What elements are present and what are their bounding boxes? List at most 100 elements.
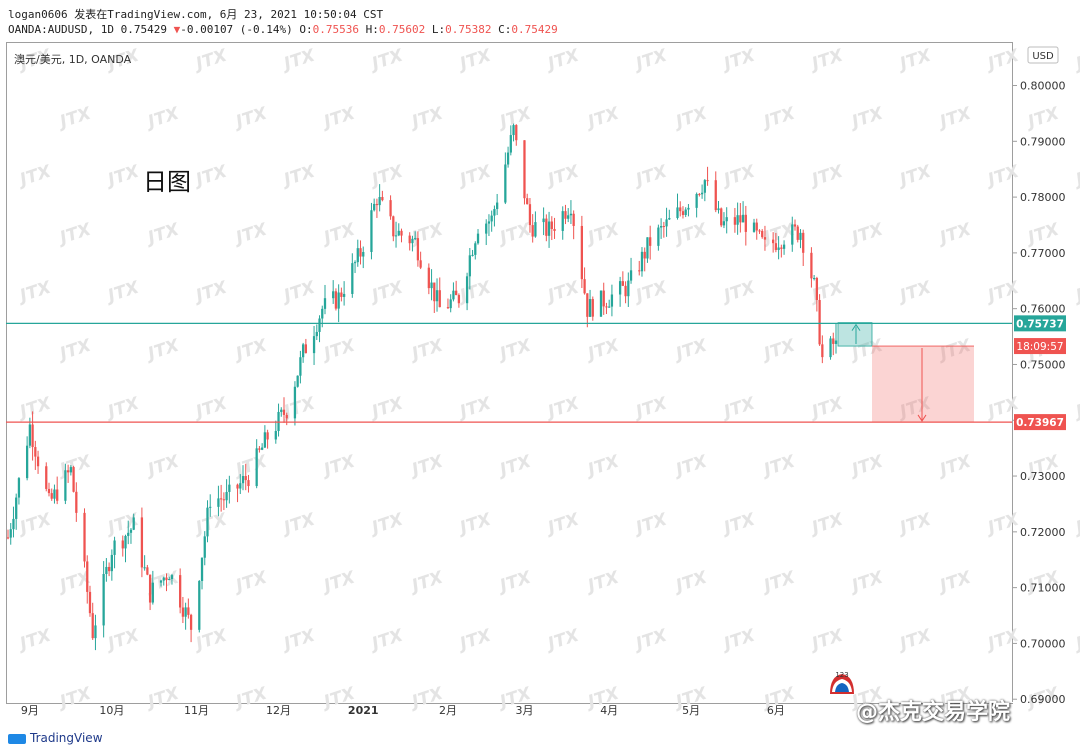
candle-body (608, 306, 611, 308)
candle-body (832, 338, 835, 344)
ohlc-line: OANDA:AUDUSD, 1D 0.75429 ▼-0.00107 (-0.1… (8, 23, 558, 36)
candle-body (381, 197, 384, 201)
candle-body (802, 232, 805, 253)
candle-body (416, 238, 420, 261)
candle-body (351, 263, 354, 294)
candle-body (86, 561, 89, 592)
candle-body (239, 483, 242, 489)
chart-title: 澳元/美元, 1D, OANDA (14, 53, 132, 66)
candle-body (6, 537, 10, 539)
profit-zone (837, 322, 873, 347)
publish-info: logan0606 发表在TradingView.com, 6月 23, 202… (8, 8, 384, 21)
candle-body (362, 251, 365, 257)
candle-body (282, 409, 286, 415)
candle-body (323, 298, 327, 309)
candle-body (487, 221, 491, 224)
candle-body (796, 226, 799, 240)
candle-body (720, 208, 723, 226)
y-tick-label: 0.77000 (1020, 247, 1066, 260)
candle-body (162, 577, 165, 581)
candle-body (220, 498, 223, 500)
candle-body (550, 221, 553, 229)
low-value: 0.75382 (445, 23, 492, 36)
candle-body (274, 431, 277, 440)
candle-body (698, 193, 701, 195)
candle-body (591, 299, 594, 317)
candle-body (189, 614, 193, 630)
candle-body (700, 192, 704, 195)
candle-body (547, 221, 551, 236)
price-tag-box (1014, 414, 1066, 431)
candle-body (681, 211, 685, 215)
candle-body (430, 282, 433, 289)
candle-body (244, 476, 247, 481)
low-label: L: (431, 23, 446, 36)
candle-body (695, 193, 698, 208)
tradingview-logo[interactable]: TradingView (8, 731, 103, 745)
candle-body (523, 140, 526, 199)
candle-body (280, 409, 283, 412)
candle-body (569, 213, 573, 216)
x-tick-label: 11月 (184, 704, 209, 717)
candle-body (353, 262, 357, 264)
candle-body (528, 204, 532, 226)
candle-body (31, 424, 34, 448)
candle-body (143, 567, 146, 569)
candle-body (605, 306, 608, 308)
y-tick-label: 0.70000 (1020, 637, 1066, 650)
candle-body (509, 135, 512, 153)
candle-body (170, 575, 174, 580)
candle-body (629, 270, 633, 281)
candle-body (687, 207, 690, 210)
candle-body (717, 208, 720, 211)
price-axis[interactable] (1012, 42, 1080, 702)
candle-body (761, 230, 764, 238)
candle-body (744, 214, 747, 232)
y-tick-label: 0.71000 (1020, 582, 1066, 595)
candle-body (476, 233, 480, 244)
target-arrowhead (851, 323, 861, 331)
candle-body (181, 607, 185, 617)
candle-body (435, 290, 439, 302)
candle-body (643, 251, 646, 259)
y-tick-label: 0.80000 (1020, 80, 1066, 93)
candle-body (394, 235, 398, 237)
candle-body (512, 125, 515, 136)
candle-body (129, 529, 133, 533)
high-value: 0.75602 (378, 23, 426, 36)
candle-body (64, 470, 67, 501)
candle-body (408, 235, 411, 244)
tradingview-logo-text: TradingView (30, 731, 103, 745)
high-label: H: (365, 23, 379, 36)
price-tag-label: 0.73967 (1016, 417, 1064, 429)
candle-body (657, 227, 660, 246)
x-tick-label: 5月 (682, 704, 700, 717)
candle-body (465, 276, 469, 304)
candle-body (468, 255, 471, 277)
candle-body (763, 237, 767, 240)
candle-body (247, 480, 250, 487)
candle-body (83, 512, 86, 562)
tradingview-logo-icon (8, 733, 26, 744)
y-tick-label: 0.69000 (1020, 693, 1066, 706)
candle-body (15, 497, 18, 519)
candle-body (534, 222, 537, 237)
currency-label: USD (1032, 51, 1054, 62)
stop-arrowhead (917, 414, 927, 422)
candle-body (318, 318, 321, 332)
x-tick-label: 3月 (515, 704, 533, 717)
x-tick-label: 2021 (348, 704, 379, 717)
candle-body (755, 222, 758, 231)
candle-body (602, 290, 605, 307)
chart-frame[interactable] (6, 42, 1013, 704)
candle-body (471, 254, 474, 256)
candle-body (217, 498, 220, 507)
candle-body (433, 282, 436, 302)
candle-body (312, 336, 316, 354)
candle-body (132, 517, 135, 530)
y-tick-label: 0.76000 (1020, 303, 1066, 316)
candle-body (496, 202, 499, 210)
candle-body (714, 180, 717, 211)
candle-body (665, 219, 668, 227)
